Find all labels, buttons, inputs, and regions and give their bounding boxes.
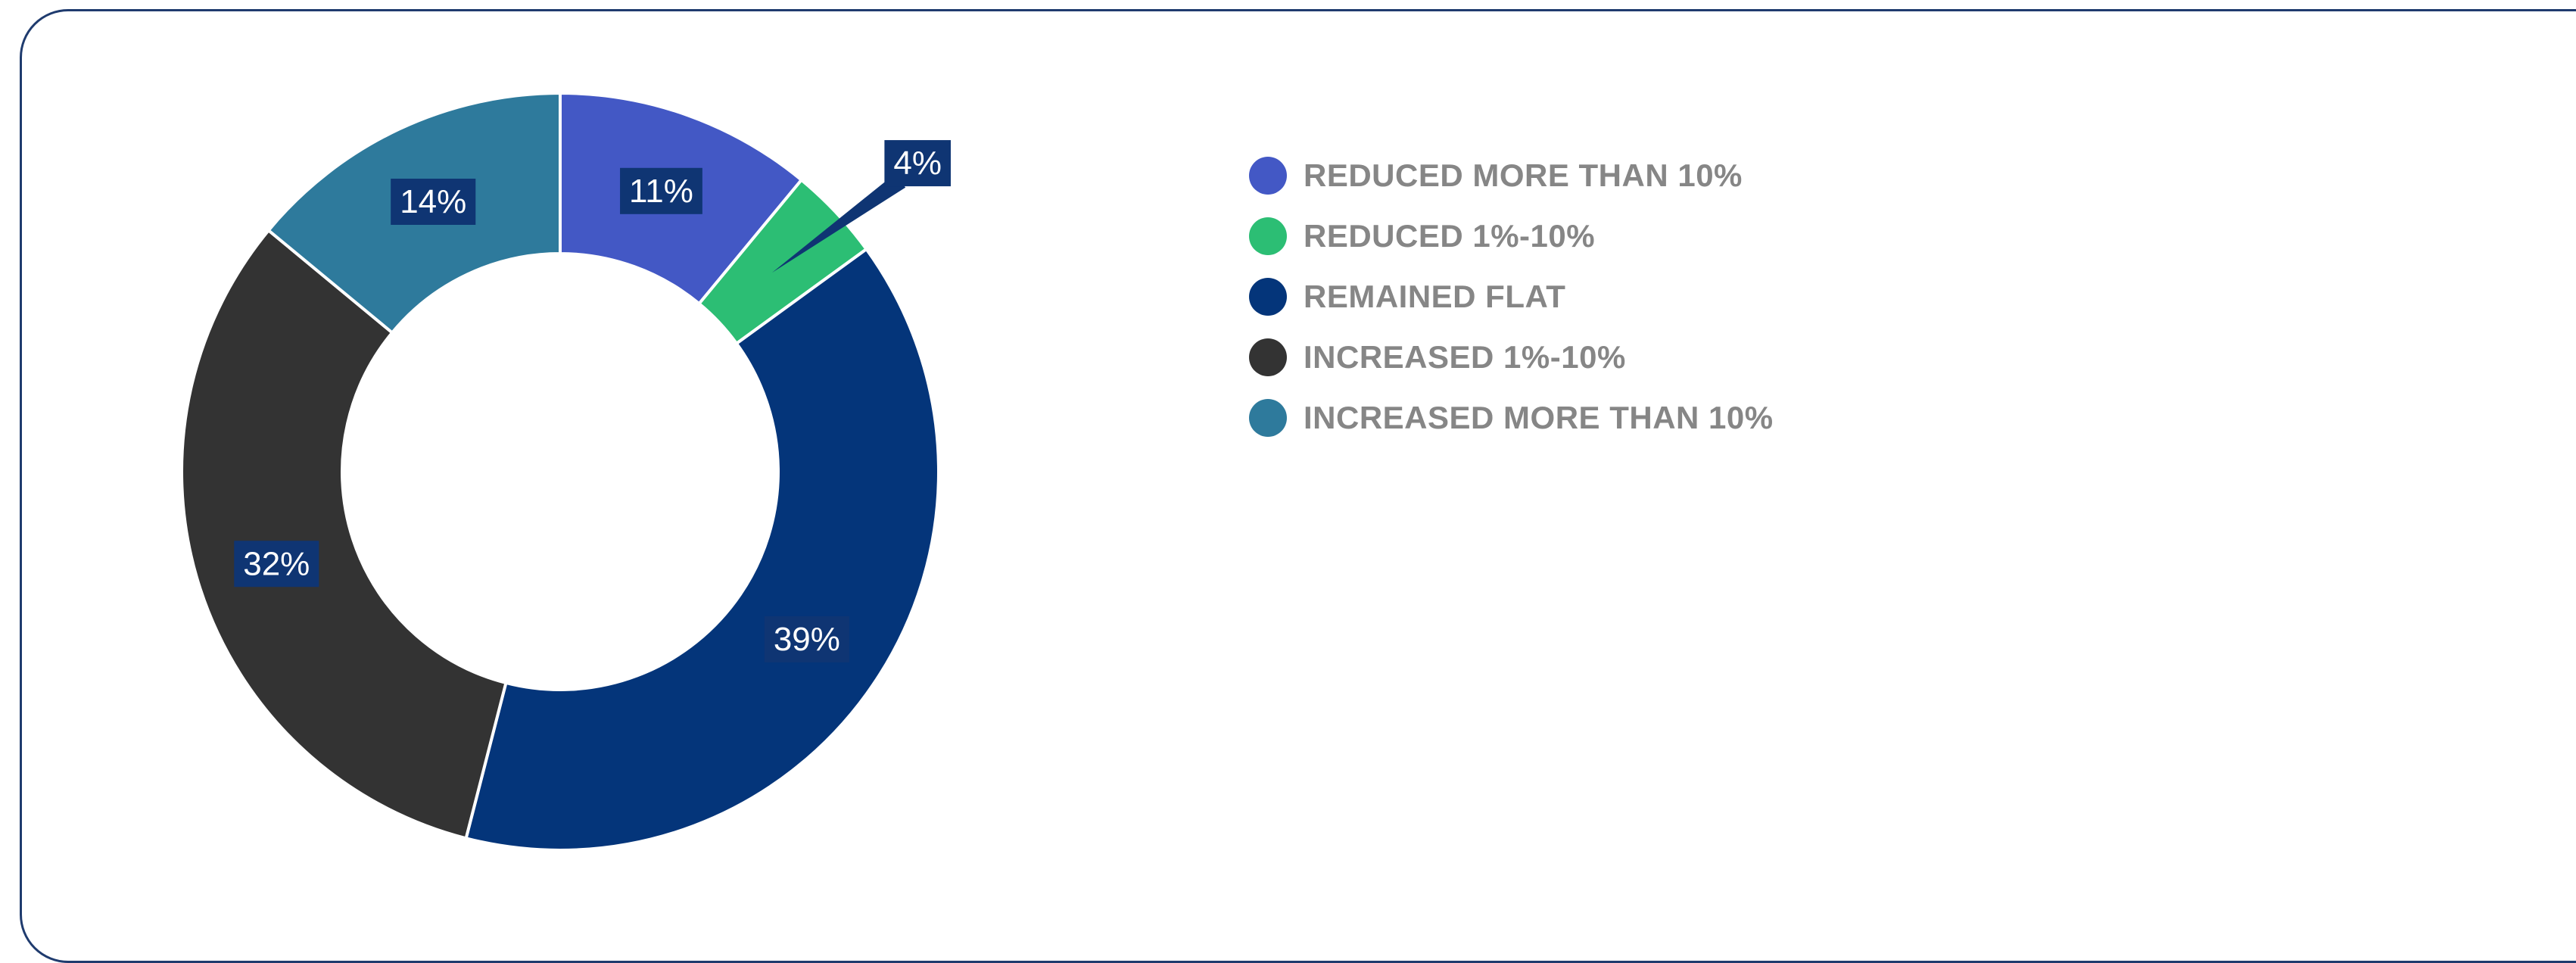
data-label-text: 11% xyxy=(629,173,693,210)
legend-label: REMAINED FLAT xyxy=(1304,279,1566,314)
legend-swatch xyxy=(1249,278,1287,316)
legend-item-reduced-1-10: REDUCED 1%-10% xyxy=(1249,206,1774,266)
legend-swatch xyxy=(1249,217,1287,255)
legend-swatch xyxy=(1249,157,1287,195)
legend-label: REDUCED 1%-10% xyxy=(1304,218,1596,254)
legend: REDUCED MORE THAN 10% REDUCED 1%-10% REM… xyxy=(1249,145,1774,448)
legend-item-reduced-more-than-10: REDUCED MORE THAN 10% xyxy=(1249,145,1774,206)
data-label-increased-1-10: 32% xyxy=(234,541,319,587)
data-label-increased-more-than-10: 14% xyxy=(391,178,476,225)
data-label-reduced-more-than-10: 11% xyxy=(620,167,702,214)
donut-chart: 11% 4% 39% 32% 14% xyxy=(180,93,951,852)
data-label-box xyxy=(620,167,702,214)
legend-item-increased-1-10: INCREASED 1%-10% xyxy=(1249,327,1774,388)
legend-label: REDUCED MORE THAN 10% xyxy=(1304,157,1743,193)
data-label-text: 39% xyxy=(774,621,840,658)
legend-swatch xyxy=(1249,399,1287,437)
legend-item-remained-flat: REMAINED FLAT xyxy=(1249,266,1774,327)
data-label-text: 14% xyxy=(400,183,466,220)
legend-label: INCREASED 1%-10% xyxy=(1304,339,1626,375)
data-label-box xyxy=(764,616,849,662)
data-label-remained-flat: 39% xyxy=(764,616,849,662)
data-label-box xyxy=(884,140,951,187)
slice-remained-flat xyxy=(464,247,940,852)
leader-line xyxy=(771,173,906,273)
data-label-box xyxy=(234,541,319,587)
legend-label: INCREASED MORE THAN 10% xyxy=(1304,400,1774,435)
slice-increased-1-10 xyxy=(180,228,508,840)
data-label-box xyxy=(391,178,476,225)
data-label-text: 32% xyxy=(243,545,310,582)
data-label-text: 4% xyxy=(893,145,942,182)
data-label-reduced-1-10: 4% xyxy=(771,140,951,273)
legend-item-increased-more-than-10: INCREASED MORE THAN 10% xyxy=(1249,388,1774,448)
legend-swatch xyxy=(1249,338,1287,376)
